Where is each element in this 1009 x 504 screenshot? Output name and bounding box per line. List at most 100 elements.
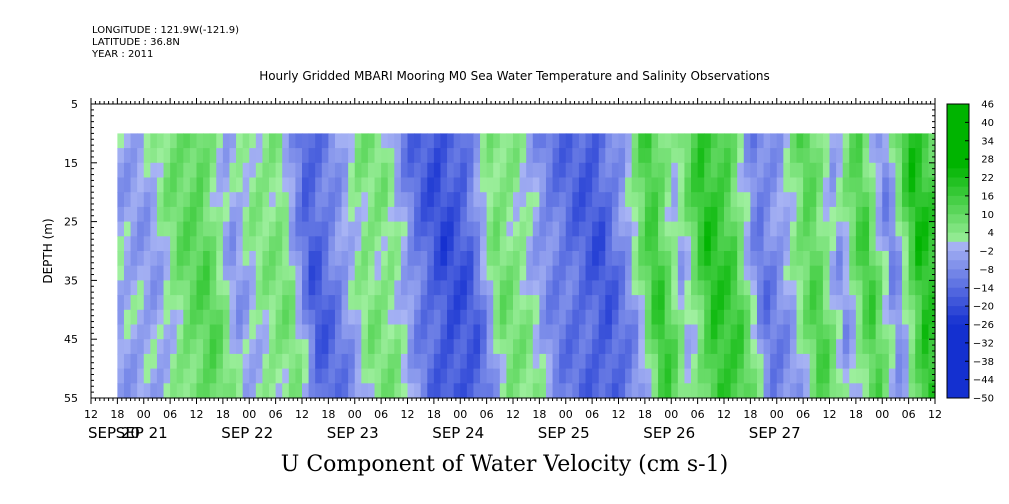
- heatmap-cell: [493, 206, 501, 223]
- heatmap-cell: [921, 353, 929, 370]
- heatmap-cell: [262, 353, 270, 370]
- heatmap-cell: [552, 324, 560, 340]
- heatmap-cell: [282, 265, 290, 281]
- heatmap-cell: [269, 368, 277, 384]
- heatmap-cell: [427, 368, 435, 384]
- heatmap-cell: [150, 192, 158, 208]
- heatmap-cell: [354, 368, 362, 384]
- heatmap-cell: [407, 280, 415, 296]
- heatmap-cell: [183, 221, 191, 237]
- heatmap-cell: [334, 280, 343, 296]
- heatmap-cell: [578, 192, 587, 208]
- heatmap-cell: [282, 339, 290, 355]
- heatmap-cell: [822, 236, 831, 252]
- heatmap-cell: [869, 265, 877, 281]
- heatmap-cell: [776, 192, 784, 208]
- heatmap-cell: [440, 148, 448, 164]
- heatmap-cell: [631, 353, 639, 370]
- colorbar-swatch: [947, 269, 969, 280]
- heatmap-cell: [592, 192, 600, 208]
- heatmap-cell: [697, 280, 705, 296]
- heatmap-cell: [829, 295, 837, 311]
- heatmap-cell: [341, 148, 349, 164]
- heatmap-cell: [295, 221, 303, 237]
- heatmap-cell: [928, 236, 936, 252]
- heatmap-cell: [137, 133, 145, 149]
- heatmap-cell: [618, 206, 626, 223]
- heatmap-cell: [302, 221, 310, 237]
- heatmap-cell: [539, 206, 547, 223]
- colorbar-label: 34: [981, 136, 994, 147]
- heatmap-cell: [183, 368, 191, 384]
- heatmap-cell: [255, 133, 264, 149]
- heatmap-cell: [578, 133, 587, 149]
- heatmap-cell: [882, 383, 890, 399]
- heatmap-cell: [288, 295, 296, 311]
- heatmap-cell: [236, 177, 244, 193]
- colorbar-label: 16: [981, 191, 994, 202]
- heatmap-cell: [374, 206, 382, 223]
- heatmap-cell: [928, 324, 936, 340]
- heatmap-cell: [506, 295, 514, 311]
- heatmap-cell: [328, 148, 336, 164]
- heatmap-cell: [137, 192, 145, 208]
- colorbar-swatch: [947, 306, 969, 316]
- heatmap-cell: [849, 162, 857, 179]
- heatmap-cell: [123, 221, 132, 237]
- heatmap-cell: [433, 383, 442, 399]
- heatmap-cell: [499, 206, 507, 223]
- heatmap-cell: [328, 309, 336, 326]
- colorbar-swatch: [947, 278, 969, 289]
- heatmap-cell: [480, 295, 488, 311]
- heatmap-cell: [664, 383, 672, 399]
- heatmap-cell: [565, 383, 573, 399]
- heatmap-cell: [888, 383, 897, 399]
- heatmap-cell: [486, 206, 494, 223]
- heatmap-cell: [526, 339, 534, 355]
- heatmap-cell: [724, 251, 732, 267]
- heatmap-cell: [545, 192, 554, 208]
- heatmap-cell: [862, 206, 870, 223]
- heatmap-cell: [137, 324, 145, 340]
- heatmap-cell: [282, 133, 290, 149]
- y-tick-label: 35: [64, 274, 78, 287]
- heatmap-cell: [902, 162, 910, 179]
- heatmap-cell: [704, 339, 712, 355]
- heatmap-cell: [849, 353, 857, 370]
- heatmap-cell: [420, 206, 428, 223]
- heatmap-cell: [816, 251, 824, 267]
- heatmap-cell: [875, 221, 883, 237]
- heatmap-cell: [664, 353, 672, 370]
- heatmap-cell: [460, 251, 468, 267]
- heatmap-cell: [915, 192, 923, 208]
- heatmap-cell: [229, 251, 237, 267]
- heatmap-cell: [559, 177, 567, 193]
- heatmap-cell: [783, 221, 791, 237]
- heatmap-cell: [374, 236, 382, 252]
- heatmap-cell: [532, 133, 540, 149]
- heatmap-cell: [691, 383, 699, 399]
- heatmap-cell: [460, 309, 468, 326]
- heatmap-cell: [921, 383, 929, 399]
- heatmap-cell: [697, 339, 705, 355]
- heatmap-cell: [902, 280, 910, 296]
- heatmap-cell: [908, 162, 916, 179]
- heatmap-cell: [750, 265, 758, 281]
- heatmap-cell: [697, 162, 705, 179]
- x-hour-label: 18: [110, 408, 124, 421]
- heatmap-cell: [460, 221, 468, 237]
- heatmap-cell: [618, 251, 626, 267]
- heatmap-cell: [631, 251, 639, 267]
- heatmap-cell: [730, 265, 738, 281]
- heatmap-cell: [605, 148, 613, 164]
- heatmap-cell: [519, 236, 527, 252]
- heatmap-cell: [552, 236, 560, 252]
- heatmap-cell: [822, 353, 831, 370]
- heatmap-cell: [381, 206, 389, 223]
- heatmap-cell: [717, 206, 725, 223]
- heatmap-cell: [895, 133, 903, 149]
- heatmap-cell: [743, 133, 751, 149]
- heatmap-cell: [611, 177, 620, 193]
- heatmap-cell: [262, 339, 270, 355]
- heatmap-cell: [222, 133, 231, 149]
